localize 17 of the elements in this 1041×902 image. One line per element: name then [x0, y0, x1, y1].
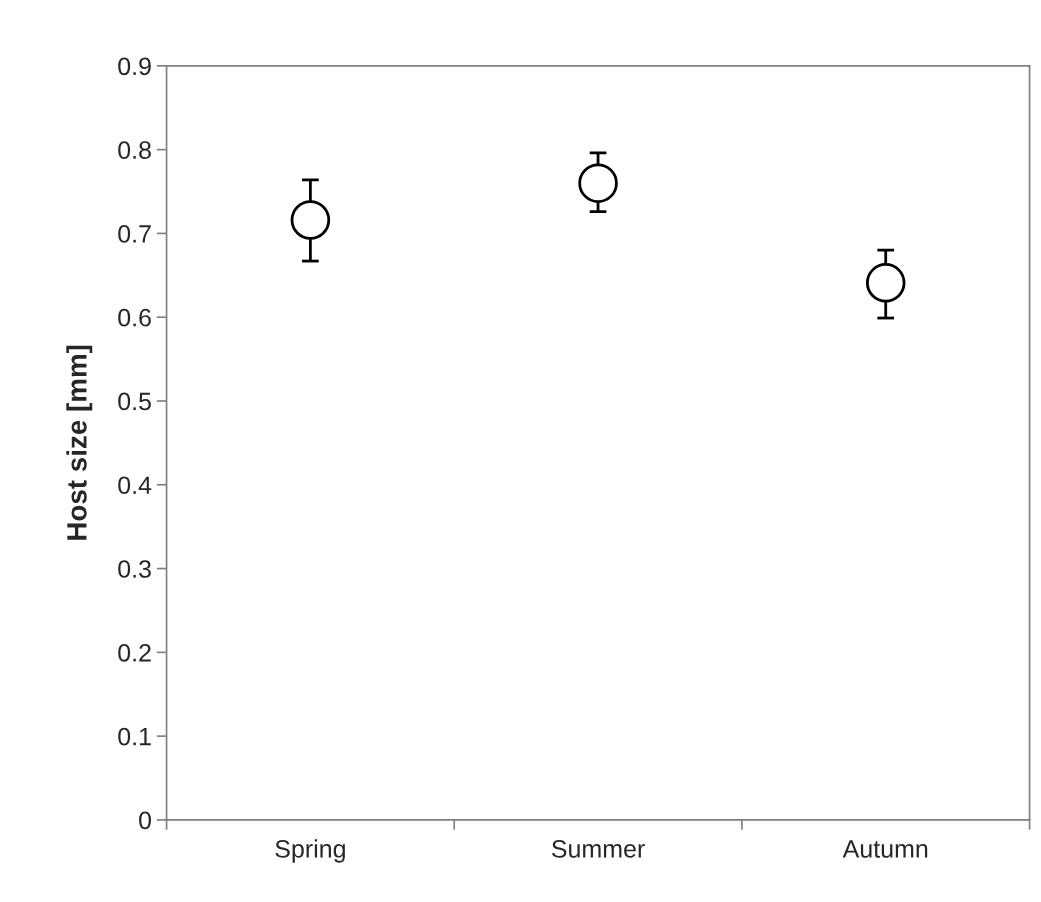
y-tick-label: 0.3 — [118, 560, 151, 578]
x-tick-label: Summer — [551, 840, 645, 858]
y-tick-label: 0.9 — [118, 57, 151, 76]
y-axis-title: Host size [mm] — [66, 345, 93, 540]
y-tick-label: 0.4 — [118, 476, 152, 495]
point — [290, 200, 331, 240]
point — [865, 263, 906, 303]
y-tick-label: 0.5 — [118, 392, 151, 411]
y-tick-label: 0.1 — [118, 727, 151, 746]
x-tick-label: Spring — [275, 839, 345, 863]
x-tick-label: Autumn — [842, 840, 928, 858]
y-tick-label: 0.8 — [118, 141, 151, 159]
point — [578, 163, 618, 203]
y-tick-label: 0.6 — [118, 308, 151, 327]
y-tick-label: 0 — [139, 811, 151, 830]
y-tick-label: 0.7 — [118, 225, 151, 243]
y-tick-label: 0.2 — [118, 643, 151, 662]
